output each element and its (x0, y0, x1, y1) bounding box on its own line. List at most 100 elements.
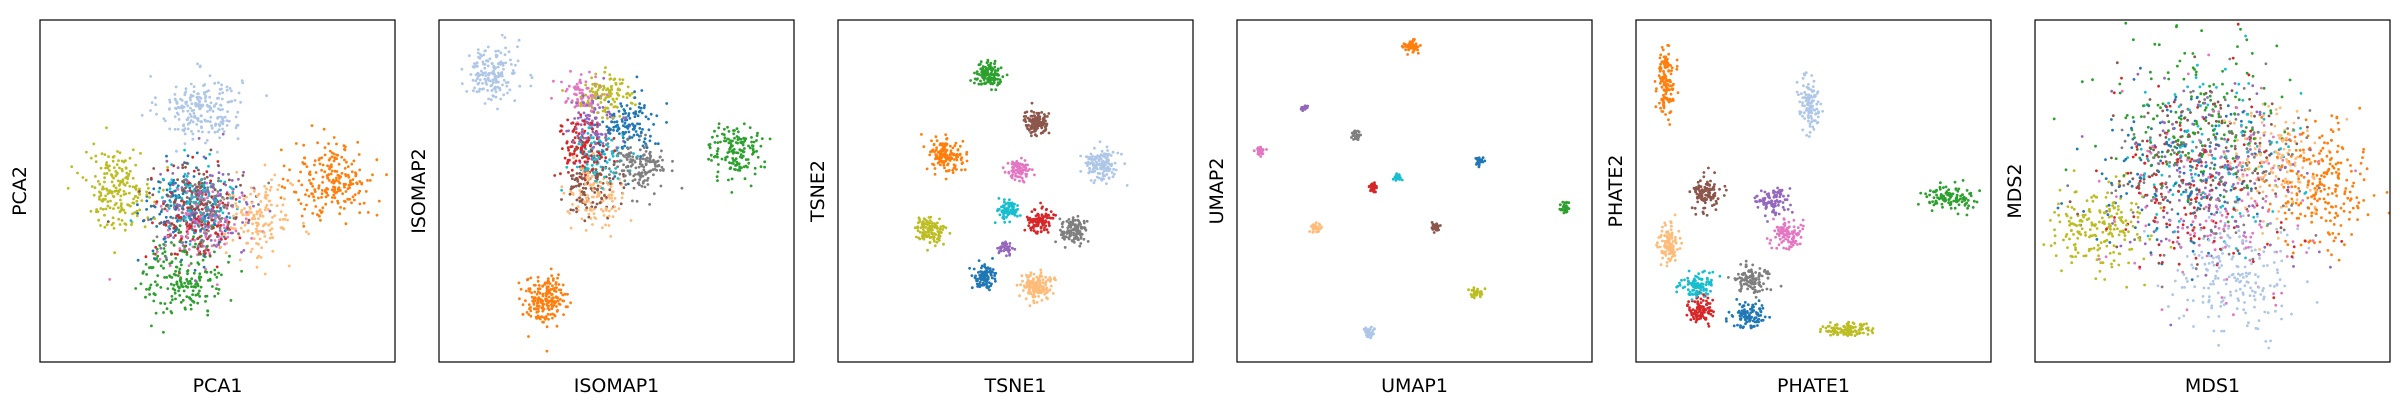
data-point-blue (181, 207, 184, 210)
data-point-green (724, 158, 727, 162)
data-point-olive (105, 172, 109, 175)
data-point-orange (340, 171, 344, 175)
data-point-green (199, 285, 203, 289)
data-point-blue (192, 215, 196, 218)
data-point-red (1372, 185, 1376, 189)
data-point-olive (131, 148, 135, 152)
data-point-olive (603, 108, 607, 112)
data-point-red (1039, 225, 1043, 229)
data-point-purple (198, 190, 201, 194)
data-point-green (175, 265, 179, 269)
data-point-light_blue (196, 62, 200, 66)
data-point-light_orange (607, 224, 611, 227)
data-point-light_orange (231, 194, 235, 197)
data-point-orange (566, 292, 569, 296)
data-point-light_blue (221, 108, 224, 111)
data-point-pink (1030, 168, 1034, 172)
data-point-pink (1012, 170, 1016, 174)
data-point-light_blue (1107, 158, 1110, 162)
data-point-blue (986, 266, 990, 270)
data-point-blue (153, 257, 156, 260)
data-point-olive (921, 228, 925, 231)
data-point-gray (1079, 242, 1083, 245)
data-point-cyan (223, 180, 227, 184)
data-point-orange (314, 205, 318, 208)
x-axis-label: ISOMAP1 (574, 375, 660, 397)
data-point-green (169, 301, 173, 304)
data-point-light_blue (1087, 171, 1091, 175)
data-point-gray (642, 168, 646, 172)
data-point-red (1041, 216, 1045, 220)
data-point-orange (527, 335, 530, 338)
data-point-light_orange (228, 194, 232, 198)
data-point-light_blue (1098, 140, 1102, 144)
data-point-green (152, 252, 156, 256)
data-point-red (196, 247, 200, 251)
data-point-orange (932, 163, 936, 167)
data-point-orange (935, 155, 938, 159)
data-point-brown (1044, 122, 1047, 126)
data-point-orange (562, 313, 565, 316)
data-point-light_blue (149, 75, 153, 78)
data-point-green (186, 269, 190, 272)
data-point-red (612, 137, 616, 140)
data-point-light_orange (256, 232, 260, 236)
data-point-purple (573, 117, 576, 120)
data-point-orange (312, 199, 316, 202)
data-point-purple (185, 179, 189, 183)
data-point-olive (591, 90, 595, 94)
data-point-olive (103, 176, 106, 180)
data-point-pink (187, 248, 191, 251)
data-point-light_orange (250, 201, 254, 205)
data-point-gray (646, 159, 650, 163)
data-point-blue (210, 204, 214, 207)
data-point-purple (594, 116, 598, 120)
data-point-pink (159, 204, 163, 208)
data-point-brown (598, 172, 602, 176)
data-point-orange (952, 153, 955, 157)
data-point-green (178, 294, 182, 297)
data-point-light_blue (494, 95, 498, 99)
data-point-red (590, 154, 593, 158)
data-point-light_blue (173, 127, 177, 131)
data-point-olive (933, 244, 937, 248)
data-point-light_orange (1049, 284, 1053, 288)
data-point-pink (216, 192, 220, 196)
data-point-red (187, 181, 191, 185)
data-point-olive (148, 196, 152, 199)
data-point-red (182, 200, 186, 204)
data-point-light_blue (199, 114, 203, 118)
data-point-red (577, 132, 581, 136)
data-point-orange (330, 169, 334, 173)
data-point-green (993, 71, 997, 75)
data-point-brown (166, 194, 170, 198)
data-point-green (170, 311, 174, 315)
data-point-cyan (129, 219, 133, 223)
data-point-cyan (190, 194, 194, 198)
data-point-orange (310, 182, 313, 186)
data-point-orange (547, 295, 551, 299)
data-point-pink (195, 203, 198, 207)
data-point-brown (619, 202, 623, 206)
data-point-purple (571, 140, 575, 144)
data-point-light_blue (477, 90, 481, 93)
data-point-orange (294, 142, 298, 145)
data-point-light_blue (210, 124, 213, 128)
data-point-gray (629, 151, 633, 155)
data-point-light_orange (584, 182, 587, 186)
data-point-orange (344, 190, 348, 193)
data-point-light_blue (1101, 167, 1105, 170)
data-point-orange (934, 148, 938, 152)
data-point-light_orange (1037, 295, 1040, 298)
data-point-olive (104, 207, 108, 211)
data-point-light_blue (499, 62, 502, 66)
data-point-blue (195, 151, 199, 155)
data-point-light_blue (1110, 171, 1114, 174)
data-point-light_blue (505, 84, 509, 88)
data-point-brown (575, 198, 579, 202)
data-point-red (574, 131, 578, 134)
data-point-green (709, 153, 713, 157)
data-point-gray (232, 216, 236, 220)
data-point-light_blue (500, 33, 504, 37)
